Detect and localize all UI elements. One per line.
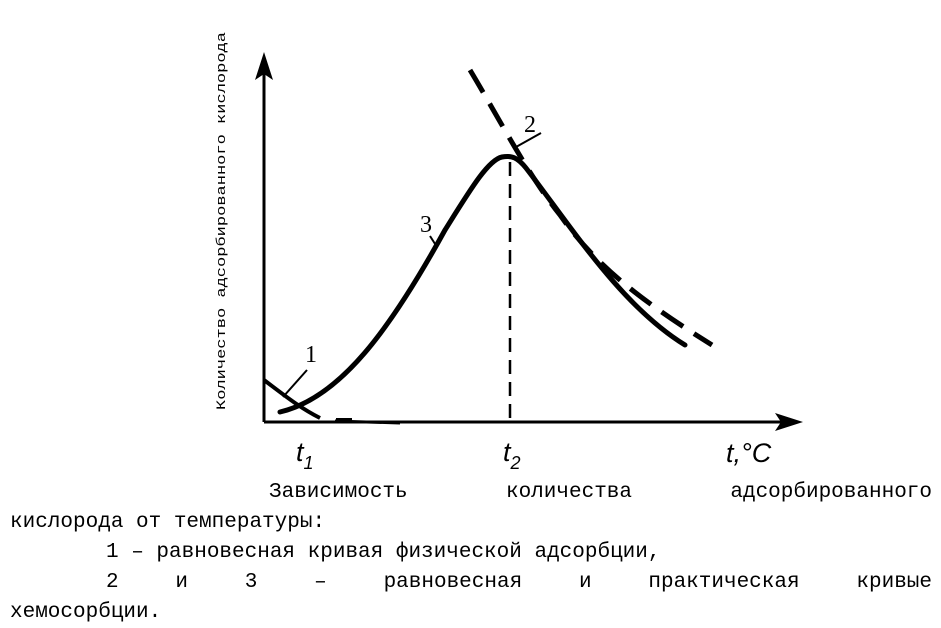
figure-caption: Зависимость количества адсорбированного … xyxy=(10,478,932,628)
y-axis-title: Количество адсорбированного кислорода xyxy=(214,32,229,410)
caption-title-line1: Зависимость количества адсорбированного xyxy=(269,481,932,504)
x-axis-arrow xyxy=(775,413,803,431)
label-3-leader xyxy=(429,235,438,248)
label-1-leader xyxy=(282,369,308,398)
curve-label-1: 1 xyxy=(305,342,317,368)
curve-label-2: 2 xyxy=(524,112,536,138)
curve-2-equilibrium-chemisorption xyxy=(467,68,714,348)
x-axis-unit-label: t,°C xyxy=(726,438,772,468)
caption-title-line2: кислорода от температуры: xyxy=(10,511,326,534)
adsorption-diagram: Количество адсорбированного кислорода 1 … xyxy=(214,32,803,470)
label-2-leader xyxy=(515,132,542,148)
curve-1-mark xyxy=(336,418,352,423)
y-axis-arrow xyxy=(255,52,273,80)
caption-item-2-line1: 2 и 3 – равновесная и практическая кривы… xyxy=(106,571,932,594)
curve-1-physical-adsorption xyxy=(262,378,321,420)
caption-item-2-line2: хемосорбции. xyxy=(10,601,162,624)
caption-item-1: 1 – равновесная кривая физической адсорб… xyxy=(106,541,661,564)
curve-label-3: 3 xyxy=(420,212,432,238)
curve-3-practical-chemisorption xyxy=(277,153,688,415)
tick-label-t1: t1 xyxy=(296,437,314,470)
tick-label-t2: t2 xyxy=(503,437,521,470)
